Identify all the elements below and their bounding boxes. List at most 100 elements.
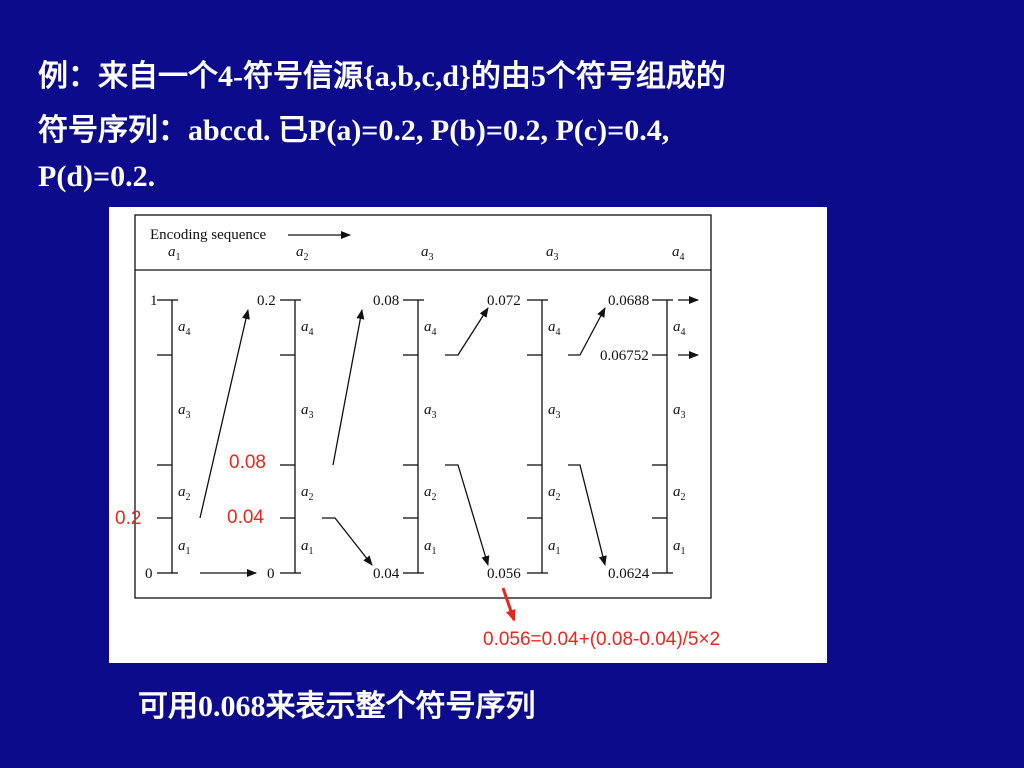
diagram: Encoding sequence a1 a2 a3 a3 a4a4a3a2a1a4a3… <box>109 207 827 663</box>
symbol-letter: a <box>672 244 680 260</box>
symbol-label: a1 <box>424 538 437 557</box>
symbol-label: a1 <box>673 538 686 557</box>
symbol-label: a2 <box>178 484 191 503</box>
symbol-label: a1 <box>178 538 191 557</box>
symbol-letter: a <box>548 402 556 418</box>
symbol-letter: a <box>673 319 681 335</box>
annotation: 0.2 <box>115 508 141 529</box>
title-line: 符号序列：abccd. 已P(a)=0.2, P(b)=0.2, P(c)=0.… <box>38 113 669 147</box>
symbol-index: 4 <box>432 327 437 338</box>
symbol-index: 1 <box>432 546 437 557</box>
arrow <box>568 307 606 356</box>
symbol-label: a3 <box>178 402 191 421</box>
bound-label: 0.0624 <box>608 566 650 582</box>
arrow <box>322 517 373 566</box>
bound-label: 0.08 <box>373 293 399 309</box>
symbol-index: 3 <box>554 252 559 263</box>
symbol-label: a4 <box>178 319 191 338</box>
symbol-letter: a <box>168 244 176 260</box>
symbol-label: a2 <box>424 484 437 503</box>
symbol-letter: a <box>673 402 681 418</box>
bound-label: 0.072 <box>487 293 521 309</box>
symbol-label: a3 <box>424 402 437 421</box>
symbol-index: 2 <box>304 252 309 263</box>
symbol-index: 1 <box>186 546 191 557</box>
arrow <box>568 464 607 566</box>
symbol-index: 2 <box>681 492 686 503</box>
symbol-index: 3 <box>186 410 191 421</box>
symbol-index: 2 <box>309 492 314 503</box>
symbol-letter: a <box>301 319 309 335</box>
symbol-label: a3 <box>546 244 559 263</box>
bound-label: 0.056 <box>487 566 521 582</box>
symbol-letter: a <box>178 402 186 418</box>
symbol-label: a1 <box>168 244 181 263</box>
symbol-letter: a <box>178 484 186 500</box>
symbol-label: a2 <box>296 244 309 263</box>
symbol-label: a2 <box>548 484 561 503</box>
symbol-index: 2 <box>556 492 561 503</box>
title-line: P(d)=0.2. <box>38 160 155 193</box>
symbol-letter: a <box>178 538 186 554</box>
red-arrow <box>501 587 516 622</box>
symbol-index: 4 <box>680 252 685 263</box>
bound-label: 0 <box>145 566 153 582</box>
symbol-index: 3 <box>432 410 437 421</box>
symbol-index: 1 <box>556 546 561 557</box>
bound-label: 0.04 <box>373 566 400 582</box>
symbol-label: a2 <box>673 484 686 503</box>
formula: 0.056=0.04+(0.08-0.04)/5×2 <box>483 629 720 650</box>
symbol-label: a4 <box>672 244 685 263</box>
symbol-index: 3 <box>681 410 686 421</box>
symbol-letter: a <box>301 402 309 418</box>
arrows <box>199 296 699 622</box>
symbol-letter: a <box>546 244 554 260</box>
symbol-label: a4 <box>673 319 686 338</box>
header-label: Encoding sequence <box>150 227 267 243</box>
arrow <box>445 464 490 566</box>
annotation: 0.08 <box>229 452 266 473</box>
symbol-index: 4 <box>186 327 191 338</box>
title-line: 例：来自一个4-符号信源{a,b,c,d}的由5个符号组成的 <box>38 59 726 93</box>
arrow <box>332 309 365 466</box>
symbol-letter: a <box>301 484 309 500</box>
symbol-label: a3 <box>301 402 314 421</box>
symbol-letter: a <box>421 244 429 260</box>
symbol-index: 3 <box>556 410 561 421</box>
symbol-letter: a <box>548 484 556 500</box>
bound-label: 0 <box>267 566 275 582</box>
symbol-index: 1 <box>309 546 314 557</box>
symbol-label: a4 <box>424 319 437 338</box>
arrow <box>199 309 250 519</box>
symbol-index: 2 <box>432 492 437 503</box>
symbol-letter: a <box>296 244 304 260</box>
diagram-frame <box>134 214 712 599</box>
symbol-letter: a <box>424 484 432 500</box>
symbol-index: 2 <box>186 492 191 503</box>
symbol-index: 1 <box>176 252 181 263</box>
bound-label: 0.0688 <box>608 293 649 309</box>
symbol-letter: a <box>673 484 681 500</box>
symbol-letter: a <box>424 538 432 554</box>
symbol-letter: a <box>548 538 556 554</box>
arrow <box>445 307 489 356</box>
symbol-index: 4 <box>556 327 561 338</box>
bound-label: 0.2 <box>257 293 276 309</box>
footer: 可用0.068来表示整个符号序列 <box>138 689 536 723</box>
symbol-index: 4 <box>681 327 686 338</box>
symbol-index: 1 <box>681 546 686 557</box>
symbol-label: a3 <box>673 402 686 421</box>
symbol-label: a3 <box>548 402 561 421</box>
annotation: 0.04 <box>227 507 264 528</box>
symbol-letter: a <box>424 402 432 418</box>
symbol-letter: a <box>424 319 432 335</box>
diagram-panel <box>109 207 827 663</box>
symbol-letter: a <box>301 538 309 554</box>
symbol-letter: a <box>548 319 556 335</box>
symbol-label: a4 <box>301 319 314 338</box>
symbol-index: 3 <box>429 252 434 263</box>
symbol-index: 3 <box>309 410 314 421</box>
symbol-label: a3 <box>421 244 434 263</box>
symbol-label: a1 <box>548 538 561 557</box>
